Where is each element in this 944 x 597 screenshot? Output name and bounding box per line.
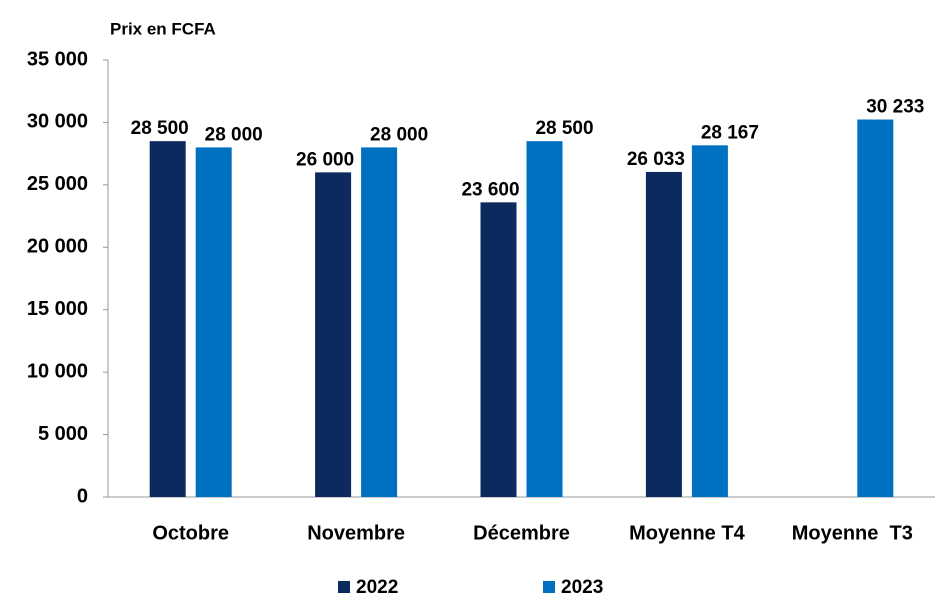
bar <box>315 172 352 497</box>
data-label: 28 000 <box>205 124 263 145</box>
data-label: 28 000 <box>370 124 428 145</box>
x-tick-label: Décembre <box>473 522 570 544</box>
x-tick-label: Novembre <box>307 522 405 544</box>
bar <box>195 147 232 497</box>
legend-swatch <box>543 581 555 593</box>
y-tick-label: 25 000 <box>27 173 88 195</box>
y-tick-label: 35 000 <box>27 48 88 70</box>
chart-title: Prix en FCFA <box>110 19 216 38</box>
bar <box>480 202 517 497</box>
data-label: 26 033 <box>627 149 685 170</box>
x-tick-label: Moyenne T3 <box>792 522 913 544</box>
y-tick-label: 15 000 <box>27 298 88 320</box>
y-tick-label: 0 <box>77 485 88 507</box>
y-tick-label: 20 000 <box>27 236 88 258</box>
bar <box>691 145 728 497</box>
y-tick-label: 5 000 <box>38 423 88 445</box>
x-tick-label: Octobre <box>152 522 229 544</box>
y-tick-label: 30 000 <box>27 111 88 133</box>
data-label: 28 500 <box>131 118 189 139</box>
legend-label: 2023 <box>561 577 603 597</box>
bar <box>526 141 563 497</box>
data-label: 28 500 <box>535 118 593 139</box>
data-label: 28 167 <box>701 122 759 143</box>
x-tick-label: Moyenne T4 <box>629 522 745 544</box>
legend-label: 2022 <box>356 577 398 597</box>
data-label: 30 233 <box>866 97 924 118</box>
bar <box>857 119 894 497</box>
bar <box>645 171 682 497</box>
data-label: 23 600 <box>461 179 519 200</box>
legend-swatch <box>338 581 350 593</box>
y-tick-label: 10 000 <box>27 360 88 382</box>
bar <box>149 141 186 497</box>
bar <box>361 147 398 497</box>
data-label: 26 000 <box>296 149 354 170</box>
